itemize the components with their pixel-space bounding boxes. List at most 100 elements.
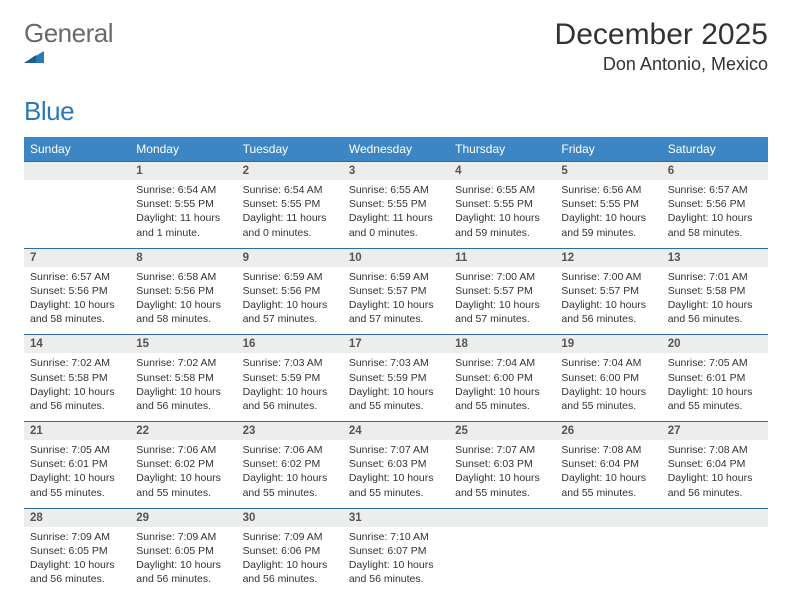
daynum-29: 29 [130,508,236,527]
sunset-line: Sunset: 5:57 PM [561,285,639,297]
empty-daycell [449,527,555,595]
daycell-10: Sunrise: 6:59 AM Sunset: 5:57 PM Daylight:… [343,267,449,335]
week-1-daynum-row: 78910111213 [24,248,768,267]
daylight-line: Daylight: 10 hours and 55 minutes. [136,472,221,498]
sunrise-line: Sunrise: 6:56 AM [561,184,641,196]
location-subtitle: Don Antonio, Mexico [555,54,768,75]
sunrise-line: Sunrise: 6:57 AM [30,271,110,283]
daylight-line: Daylight: 10 hours and 55 minutes. [349,472,434,498]
sunrise-line: Sunrise: 7:01 AM [668,271,748,283]
daycell-9: Sunrise: 6:59 AMSunset: 5:56 PMDaylight:… [237,267,343,335]
weekday-header-friday: Friday [555,137,661,162]
week-3-daynum-row: 21222324252627 [24,422,768,441]
weekday-header-tuesday: Tuesday [237,137,343,162]
sunrise-line: Sunrise: 6:55 AM [349,184,429,196]
sunrise-line: Sunrise: 6:59 AM [349,271,429,283]
sunset-line: Sunset: 6:02 PM [243,458,321,470]
page-heading: December 2025 Don Antonio, Mexico [555,18,768,75]
sunset-line: Sunset: 6:04 PM [668,458,746,470]
daylight-line: Daylight: 10 hours and 55 minutes. [455,472,540,498]
weekday-header-monday: Monday [130,137,236,162]
daynum-7: 7 [24,248,130,267]
daylight-line: Daylight: 10 hours and 55 minutes. [561,472,646,498]
weekday-header-saturday: Saturday [662,137,768,162]
daycell-29: Sunrise: 7:09 AMSunset: 6:05 PMDaylight:… [130,527,236,595]
daycell-22: Sunrise: 7:06 AMSunset: 6:02 PMDaylight:… [130,440,236,508]
sunset-line: Sunset: 6:05 PM [30,545,108,557]
daylight-line: Daylight: 10 hours and 57 minutes. [349,299,434,325]
daynum-26: 26 [555,422,661,441]
week-3-data-row: Sunrise: 7:05 AMSunset: 6:01 PMDaylight:… [24,440,768,508]
daynum-8: 8 [130,248,236,267]
daycell-7: Sunrise: 6:57 AMSunset: 5:56 PMDaylight:… [24,267,130,335]
daynum-14: 14 [24,335,130,354]
sunrise-line: Sunrise: 6:55 AM [455,184,535,196]
daylight-line: Daylight: 10 hours and 55 minutes. [561,386,646,412]
daylight-line: Daylight: 10 hours and 56 minutes. [349,559,434,585]
daycell-6: Sunrise: 6:57 AMSunset: 5:56 PMDaylight:… [662,180,768,248]
daynum-11: 11 [449,248,555,267]
daycell-20: Sunrise: 7:05 AMSunset: 6:01 PMDaylight:… [662,353,768,421]
sunset-line: Sunset: 5:55 PM [349,198,427,210]
week-2-data-row: Sunrise: 7:02 AMSunset: 5:58 PMDaylight:… [24,353,768,421]
daynum-20: 20 [662,335,768,354]
sunrise-line: Sunrise: 7:08 AM [561,444,641,456]
daynum-1: 1 [130,162,236,181]
sunset-line: Sunset: 6:03 PM [455,458,533,470]
weekday-header-wednesday: Wednesday [343,137,449,162]
daylight-line: Daylight: 10 hours and 57 minutes. [243,299,328,325]
brand-triangle-icon [24,49,115,65]
daycell-25: Sunrise: 7:07 AM Sunset: 6:03 PM Daylight:… [449,440,555,508]
sunset-line: Sunset: 6:01 PM [668,372,746,384]
weekday-header-sunday: Sunday [24,137,130,162]
daynum-15: 15 [130,335,236,354]
daylight-line: Daylight: 10 hours and 55 minutes. [349,386,434,412]
sunrise-line: Sunrise: 7:00 AM [455,271,535,283]
daylight-line: Daylight: 10 hours and 56 minutes. [243,559,328,585]
sunset-line: Sunset: 5:58 PM [668,285,746,297]
daynum-27: 27 [662,422,768,441]
daylight-line: Daylight: 10 hours and 58 minutes. [136,299,221,325]
week-0-daynum-row: 123456 [24,162,768,181]
daylight-line: Daylight: 10 hours and 56 minutes. [668,299,753,325]
week-4-daynum-row: 28293031 [24,508,768,527]
daynum-25: 25 [449,422,555,441]
sunset-line: Sunset: 6:05 PM [136,545,214,557]
calendar-table: SundayMondayTuesdayWednesdayThursdayFrid… [24,137,768,595]
sunset-line: Sunset: 6:07 PM [349,545,427,557]
sunrise-line: Sunrise: 7:07 AM [349,444,429,456]
sunrise-line: Sunrise: 7:04 AM [455,357,535,369]
weekday-header-row: SundayMondayTuesdayWednesdayThursdayFrid… [24,137,768,162]
sunrise-line: Sunrise: 7:09 AM [243,531,323,543]
sunrise-line: Sunrise: 7:02 AM [30,357,110,369]
daylight-line: Daylight: 10 hours and 56 minutes. [561,299,646,325]
sunset-line: Sunset: 6:00 PM [561,372,639,384]
empty-daycell [662,527,768,595]
empty-daycell [555,527,661,595]
sunrise-line: Sunrise: 7:03 AM [349,357,429,369]
sunset-line: Sunset: 5:56 PM [243,285,321,297]
sunrise-line: Sunrise: 7:02 AM [136,357,216,369]
daynum-22: 22 [130,422,236,441]
sunrise-line: Sunrise: 6:57 AM [668,184,748,196]
daycell-3: Sunrise: 6:55 AMSunset: 5:55 PMDaylight:… [343,180,449,248]
daycell-30: Sunrise: 7:09 AMSunset: 6:06 PMDaylight:… [237,527,343,595]
sunset-line: Sunset: 5:56 PM [136,285,214,297]
daycell-21: Sunrise: 7:05 AMSunset: 6:01 PMDaylight:… [24,440,130,508]
sunset-line: Sunset: 6:00 PM [455,372,533,384]
daylight-line: Daylight: 10 hours and 55 minutes. [243,472,328,498]
brand-blue: Blue [24,96,74,126]
daycell-19: Sunrise: 7:04 AMSunset: 6:00 PMDaylight:… [555,353,661,421]
daycell-5: Sunrise: 6:56 AMSunset: 5:55 PMDaylight:… [555,180,661,248]
sunset-line: Sunset: 5:57 PM [349,285,427,297]
empty-daynum [662,508,768,527]
brand-logo: General Blue [24,18,115,127]
daylight-line: Daylight: 10 hours and 58 minutes. [30,299,115,325]
daynum-12: 12 [555,248,661,267]
sunrise-line: Sunrise: 7:07 AM [455,444,535,456]
weekday-header-thursday: Thursday [449,137,555,162]
daynum-10: 10 [343,248,449,267]
sunset-line: Sunset: 5:55 PM [561,198,639,210]
daynum-2: 2 [237,162,343,181]
daycell-31: Sunrise: 7:10 AMSunset: 6:07 PMDaylight:… [343,527,449,595]
